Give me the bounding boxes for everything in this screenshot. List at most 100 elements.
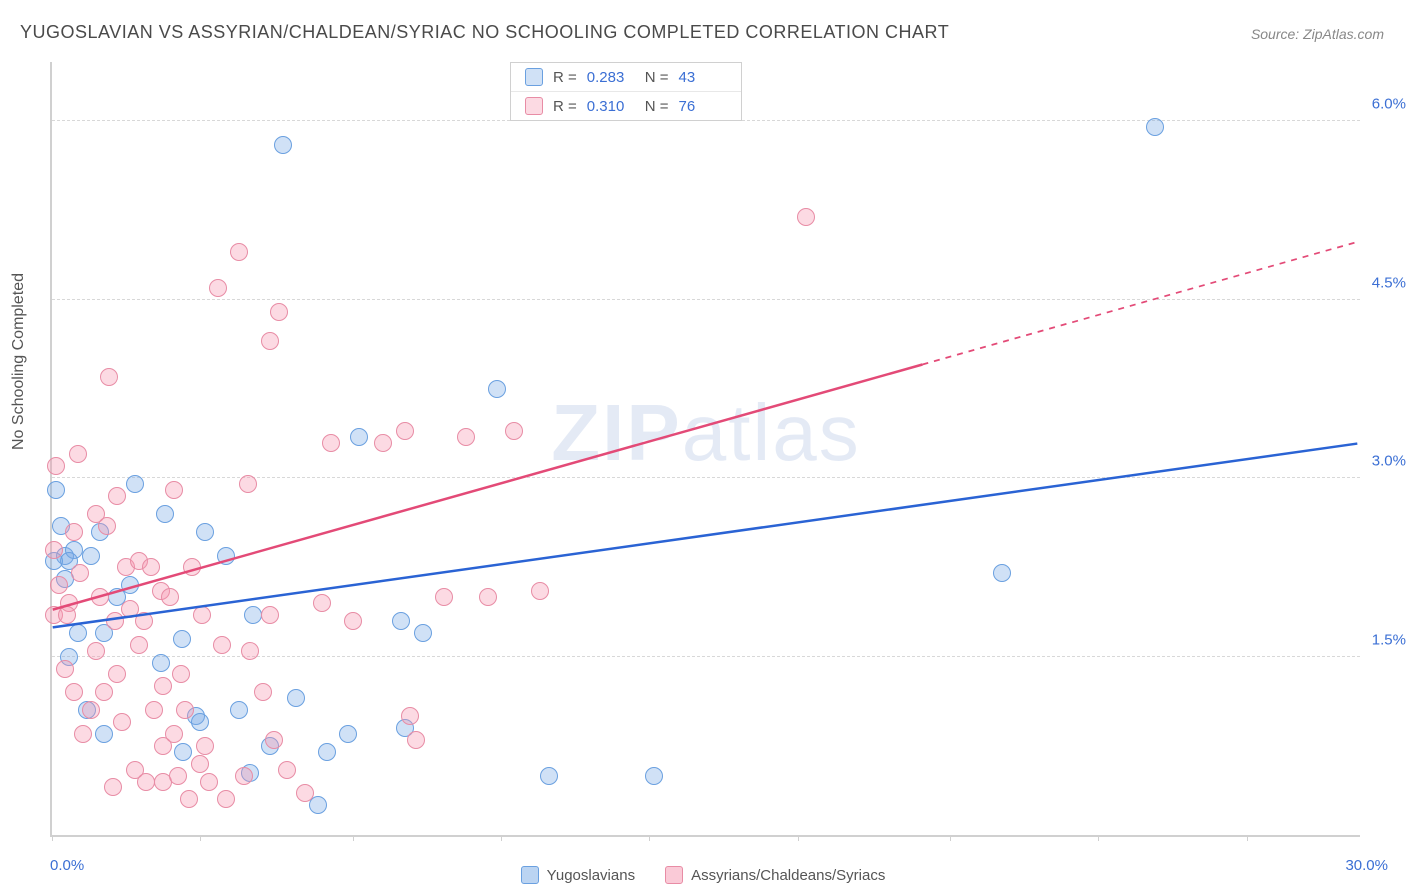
- legend-swatch: [525, 68, 543, 86]
- data-point: [287, 689, 305, 707]
- data-point: [130, 636, 148, 654]
- data-point: [313, 594, 331, 612]
- data-point: [106, 612, 124, 630]
- data-point: [108, 665, 126, 683]
- data-point: [71, 564, 89, 582]
- data-point: [108, 487, 126, 505]
- data-point: [435, 588, 453, 606]
- source-attribution: Source: ZipAtlas.com: [1251, 26, 1384, 42]
- data-point: [100, 368, 118, 386]
- watermark: ZIPatlas: [551, 387, 860, 479]
- data-point: [113, 713, 131, 731]
- data-point: [457, 428, 475, 446]
- data-point: [104, 778, 122, 796]
- y-tick-label: 3.0%: [1364, 453, 1406, 470]
- data-point: [265, 731, 283, 749]
- data-point: [217, 790, 235, 808]
- data-point: [213, 636, 231, 654]
- data-point: [82, 701, 100, 719]
- data-point: [414, 624, 432, 642]
- data-point: [180, 790, 198, 808]
- data-point: [274, 136, 292, 154]
- chart-title: YUGOSLAVIAN VS ASSYRIAN/CHALDEAN/SYRIAC …: [20, 22, 949, 43]
- data-point: [87, 642, 105, 660]
- data-point: [239, 475, 257, 493]
- data-point: [488, 380, 506, 398]
- legend-swatch: [525, 97, 543, 115]
- data-point: [1146, 118, 1164, 136]
- x-tick: [353, 835, 354, 841]
- data-point: [82, 547, 100, 565]
- data-point: [401, 707, 419, 725]
- data-point: [95, 725, 113, 743]
- data-point: [47, 481, 65, 499]
- data-point: [58, 606, 76, 624]
- data-point: [65, 523, 83, 541]
- legend-swatch: [521, 866, 539, 884]
- data-point: [176, 701, 194, 719]
- legend-row: R =0.283N =43: [511, 63, 741, 91]
- plot-area: ZIPatlas 1.5%3.0%4.5%6.0%: [50, 62, 1360, 837]
- x-tick: [798, 835, 799, 841]
- data-point: [196, 523, 214, 541]
- data-point: [200, 773, 218, 791]
- series-legend-item: Yugoslavians: [521, 866, 635, 884]
- data-point: [156, 505, 174, 523]
- data-point: [165, 725, 183, 743]
- data-point: [797, 208, 815, 226]
- stats-legend: R =0.283N =43R =0.310N =76: [510, 62, 742, 121]
- data-point: [135, 612, 153, 630]
- data-point: [261, 332, 279, 350]
- legend-n-value: 43: [679, 69, 727, 86]
- legend-n-label: N =: [645, 98, 669, 115]
- data-point: [165, 481, 183, 499]
- data-point: [278, 761, 296, 779]
- data-point: [193, 606, 211, 624]
- data-point: [50, 576, 68, 594]
- legend-n-label: N =: [645, 69, 669, 86]
- x-tick: [1098, 835, 1099, 841]
- data-point: [244, 606, 262, 624]
- data-point: [230, 701, 248, 719]
- y-tick-label: 4.5%: [1364, 274, 1406, 291]
- data-point: [152, 654, 170, 672]
- trend-lines-layer: [52, 62, 1360, 835]
- series-legend-label: Yugoslavians: [547, 867, 635, 884]
- data-point: [217, 547, 235, 565]
- data-point: [174, 743, 192, 761]
- data-point: [392, 612, 410, 630]
- data-point: [318, 743, 336, 761]
- data-point: [344, 612, 362, 630]
- legend-n-value: 76: [679, 98, 727, 115]
- data-point: [230, 243, 248, 261]
- data-point: [56, 660, 74, 678]
- data-point: [183, 558, 201, 576]
- data-point: [169, 767, 187, 785]
- chart-container: YUGOSLAVIAN VS ASSYRIAN/CHALDEAN/SYRIAC …: [0, 0, 1406, 892]
- legend-r-label: R =: [553, 98, 577, 115]
- data-point: [154, 677, 172, 695]
- data-point: [270, 303, 288, 321]
- data-point: [95, 683, 113, 701]
- data-point: [45, 541, 63, 559]
- data-point: [505, 422, 523, 440]
- data-point: [91, 588, 109, 606]
- data-point: [191, 755, 209, 773]
- data-point: [540, 767, 558, 785]
- data-point: [172, 665, 190, 683]
- data-point: [74, 725, 92, 743]
- x-tick: [950, 835, 951, 841]
- data-point: [47, 457, 65, 475]
- data-point: [645, 767, 663, 785]
- x-tick: [501, 835, 502, 841]
- data-point: [161, 588, 179, 606]
- data-point: [374, 434, 392, 452]
- legend-r-value: 0.283: [587, 69, 635, 86]
- data-point: [65, 683, 83, 701]
- series-legend-label: Assyrians/Chaldeans/Syriacs: [691, 867, 885, 884]
- x-tick: [649, 835, 650, 841]
- data-point: [261, 606, 279, 624]
- data-point: [196, 737, 214, 755]
- data-point: [98, 517, 116, 535]
- data-point: [396, 422, 414, 440]
